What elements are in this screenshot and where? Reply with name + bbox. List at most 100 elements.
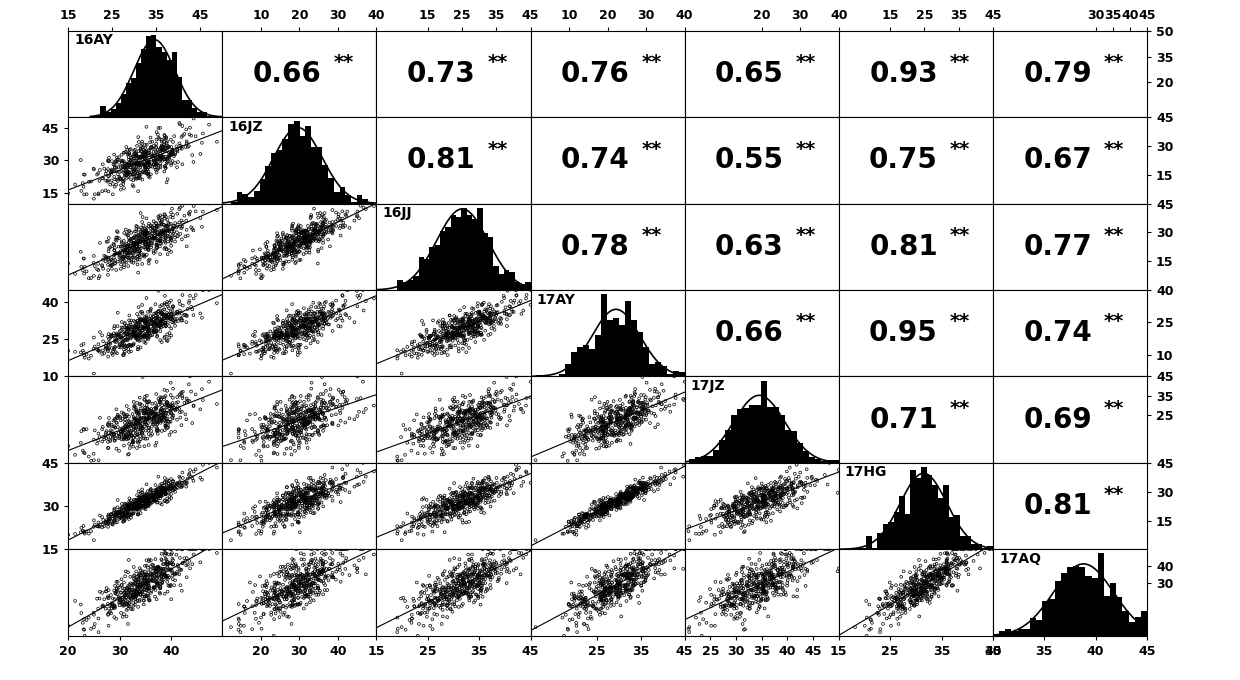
Point [129, 577, 149, 588]
Point [303, 405, 322, 415]
Point [940, 571, 960, 581]
Point [611, 569, 631, 580]
Point [130, 237, 150, 248]
Point [283, 580, 303, 591]
Point [749, 504, 769, 515]
Point [98, 598, 118, 609]
Point [485, 556, 505, 566]
Point [567, 617, 587, 628]
Point [264, 240, 284, 251]
Point [289, 517, 309, 528]
Point [280, 420, 300, 430]
Point [133, 315, 153, 326]
Point [310, 227, 330, 238]
Point [120, 424, 140, 435]
Point [105, 514, 125, 525]
Point [131, 422, 151, 432]
Point [351, 392, 371, 403]
Point [264, 255, 284, 266]
Point [126, 581, 146, 592]
Point [298, 316, 317, 327]
Point [161, 323, 181, 334]
Point [630, 477, 650, 488]
Point [308, 311, 327, 322]
Point [148, 422, 167, 433]
Point [655, 403, 675, 414]
Point [472, 411, 492, 422]
Point [151, 488, 171, 498]
Point [300, 242, 320, 253]
Point [126, 432, 146, 443]
Point [408, 340, 428, 351]
Point [440, 509, 460, 520]
Point [150, 564, 170, 575]
Point [79, 353, 99, 364]
Point [92, 260, 112, 271]
Point [770, 477, 790, 488]
Bar [300, 136, 305, 203]
Point [281, 330, 301, 341]
Point [461, 396, 481, 407]
Point [280, 408, 300, 419]
Point [480, 484, 500, 495]
Point [284, 330, 304, 341]
Point [128, 583, 148, 594]
Bar [861, 547, 866, 549]
Point [290, 432, 310, 443]
Point [270, 326, 290, 337]
Point [286, 583, 306, 594]
Point [148, 240, 167, 251]
Point [740, 571, 760, 582]
Point [636, 488, 656, 498]
Point [280, 489, 300, 500]
Point [419, 571, 439, 581]
Point [181, 301, 201, 312]
Point [460, 390, 480, 401]
Point [285, 241, 305, 252]
Point [618, 498, 637, 509]
Point [253, 343, 273, 354]
Point [283, 579, 303, 590]
Point [433, 507, 453, 517]
Point [281, 449, 301, 460]
Point [621, 568, 641, 579]
Point [115, 413, 135, 424]
Point [765, 583, 785, 594]
Point [149, 235, 169, 245]
Point [300, 492, 320, 503]
Point [305, 313, 325, 324]
Point [438, 409, 458, 420]
Point [308, 499, 327, 510]
Point [141, 491, 161, 502]
Point [144, 487, 164, 498]
Point [611, 491, 631, 502]
Point [268, 513, 288, 524]
Point [105, 511, 125, 522]
Point [296, 434, 316, 445]
Point [782, 559, 802, 570]
Point [600, 503, 620, 513]
Point [159, 488, 179, 498]
Point [467, 478, 487, 489]
Point [450, 322, 470, 333]
Point [300, 483, 320, 494]
Point [126, 498, 146, 509]
Point [502, 478, 522, 489]
Point [145, 225, 165, 236]
Point [621, 421, 641, 432]
Point [150, 319, 170, 330]
Point [894, 566, 914, 577]
Point [112, 155, 131, 166]
Point [625, 486, 645, 497]
Point [118, 230, 138, 241]
Point [150, 396, 170, 407]
Point [584, 496, 604, 507]
Point [765, 498, 785, 509]
Point [332, 473, 352, 483]
Point [433, 431, 453, 442]
Point [308, 412, 327, 423]
Point [114, 513, 134, 524]
Point [441, 328, 461, 339]
Point [453, 322, 472, 333]
Point [268, 228, 288, 239]
